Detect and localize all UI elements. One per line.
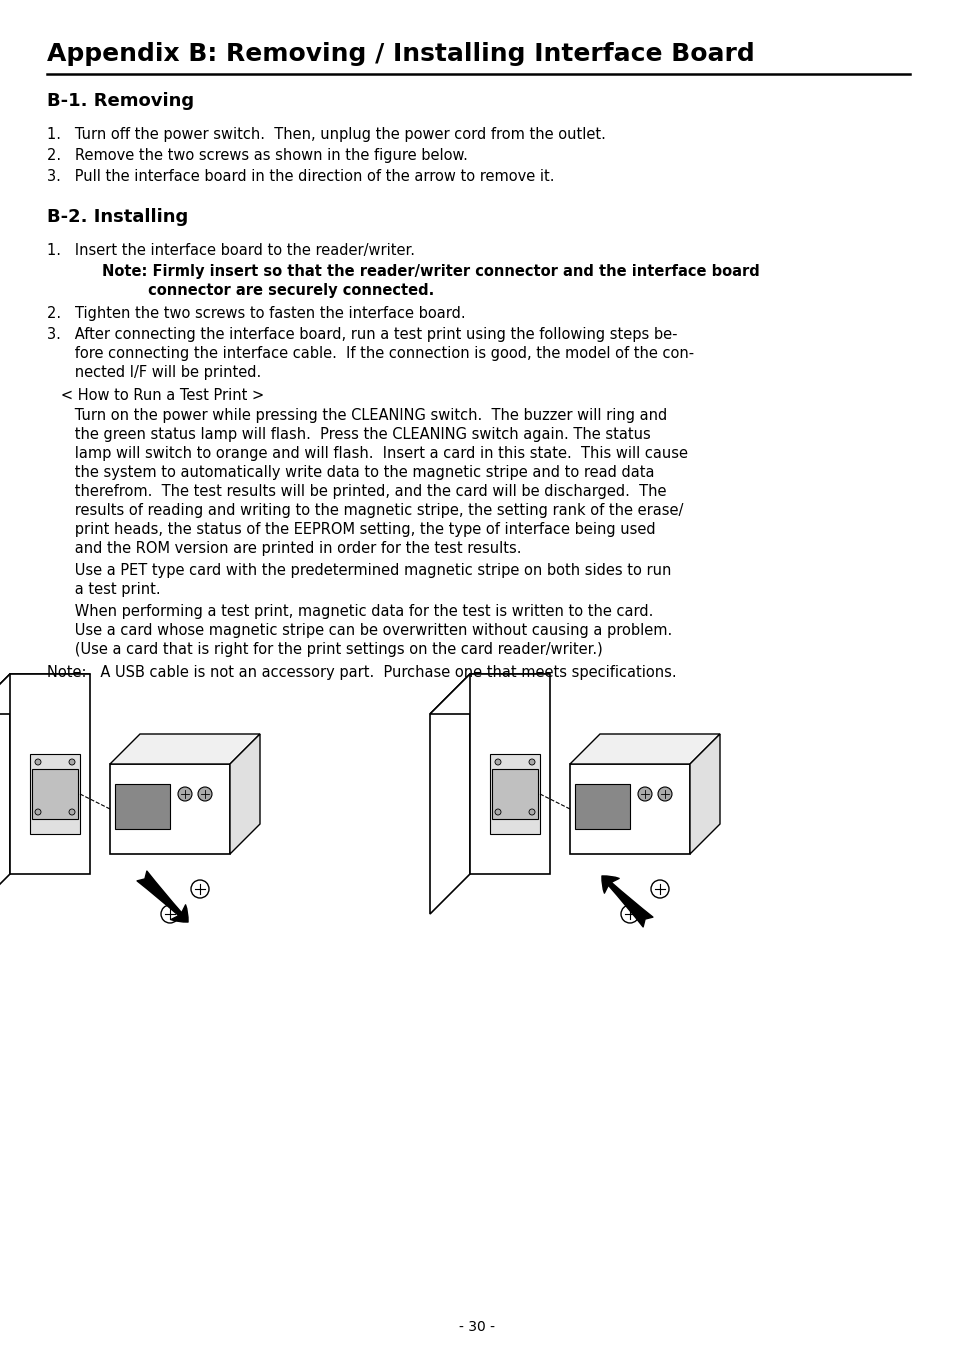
Text: B-1. Removing: B-1. Removing	[47, 92, 193, 110]
Circle shape	[638, 787, 651, 802]
Polygon shape	[115, 784, 170, 829]
Circle shape	[495, 808, 500, 815]
Text: 3.   Pull the interface board in the direction of the arrow to remove it.: 3. Pull the interface board in the direc…	[47, 169, 554, 184]
Text: therefrom.  The test results will be printed, and the card will be discharged.  : therefrom. The test results will be prin…	[47, 483, 666, 500]
Text: the system to automatically write data to the magnetic stripe and to read data: the system to automatically write data t…	[47, 464, 654, 481]
Text: Note: Firmly insert so that the reader/writer connector and the interface board: Note: Firmly insert so that the reader/w…	[102, 264, 759, 279]
Polygon shape	[0, 674, 10, 914]
Circle shape	[35, 808, 41, 815]
Polygon shape	[10, 674, 90, 873]
Text: and the ROM version are printed in order for the test results.: and the ROM version are printed in order…	[47, 542, 521, 556]
Circle shape	[620, 904, 639, 923]
Text: results of reading and writing to the magnetic stripe, the setting rank of the e: results of reading and writing to the ma…	[47, 502, 682, 519]
Polygon shape	[569, 734, 720, 764]
Polygon shape	[490, 754, 539, 834]
Text: - 30 -: - 30 -	[458, 1320, 495, 1334]
Polygon shape	[0, 674, 90, 714]
Text: fore connecting the interface cable.  If the connection is good, the model of th: fore connecting the interface cable. If …	[47, 347, 694, 362]
Text: Use a card whose magnetic stripe can be overwritten without causing a problem.: Use a card whose magnetic stripe can be …	[47, 623, 672, 638]
Polygon shape	[30, 754, 80, 834]
Text: < How to Run a Test Print >: < How to Run a Test Print >	[47, 389, 264, 403]
Circle shape	[650, 880, 668, 898]
Polygon shape	[569, 764, 689, 854]
Text: 2.   Remove the two screws as shown in the figure below.: 2. Remove the two screws as shown in the…	[47, 148, 467, 162]
Polygon shape	[492, 769, 537, 819]
Text: 3.   After connecting the interface board, run a test print using the following : 3. After connecting the interface board,…	[47, 328, 677, 343]
Text: a test print.: a test print.	[47, 582, 160, 597]
Polygon shape	[230, 734, 260, 854]
Text: Turn on the power while pressing the CLEANING switch.  The buzzer will ring and: Turn on the power while pressing the CLE…	[47, 408, 666, 422]
Text: lamp will switch to orange and will flash.  Insert a card in this state.  This w: lamp will switch to orange and will flas…	[47, 445, 687, 460]
Polygon shape	[32, 769, 78, 819]
Circle shape	[191, 880, 209, 898]
Polygon shape	[470, 674, 550, 873]
Text: 2.   Tighten the two screws to fasten the interface board.: 2. Tighten the two screws to fasten the …	[47, 306, 465, 321]
Circle shape	[658, 787, 671, 802]
Circle shape	[69, 760, 75, 765]
Polygon shape	[110, 764, 230, 854]
Polygon shape	[430, 674, 550, 714]
Text: Use a PET type card with the predetermined magnetic stripe on both sides to run: Use a PET type card with the predetermin…	[47, 563, 671, 578]
Text: Note:   A USB cable is not an accessory part.  Purchase one that meets specifica: Note: A USB cable is not an accessory pa…	[47, 665, 676, 680]
Text: nected I/F will be printed.: nected I/F will be printed.	[47, 366, 261, 380]
Text: Appendix B: Removing / Installing Interface Board: Appendix B: Removing / Installing Interf…	[47, 42, 754, 66]
Circle shape	[529, 760, 535, 765]
Polygon shape	[110, 734, 260, 764]
Circle shape	[69, 808, 75, 815]
Circle shape	[35, 760, 41, 765]
Text: When performing a test print, magnetic data for the test is written to the card.: When performing a test print, magnetic d…	[47, 604, 653, 619]
Circle shape	[495, 760, 500, 765]
Polygon shape	[430, 674, 470, 914]
Text: 1.   Insert the interface board to the reader/writer.: 1. Insert the interface board to the rea…	[47, 242, 415, 259]
Circle shape	[198, 787, 212, 802]
Circle shape	[161, 904, 179, 923]
Polygon shape	[689, 734, 720, 854]
Text: print heads, the status of the EEPROM setting, the type of interface being used: print heads, the status of the EEPROM se…	[47, 523, 655, 538]
Text: 1.   Turn off the power switch.  Then, unplug the power cord from the outlet.: 1. Turn off the power switch. Then, unpl…	[47, 127, 605, 142]
Circle shape	[529, 808, 535, 815]
Circle shape	[178, 787, 192, 802]
Text: connector are securely connected.: connector are securely connected.	[102, 283, 434, 298]
Text: B-2. Installing: B-2. Installing	[47, 209, 188, 226]
Polygon shape	[575, 784, 629, 829]
Text: (Use a card that is right for the print settings on the card reader/writer.): (Use a card that is right for the print …	[47, 642, 602, 657]
Text: the green status lamp will flash.  Press the CLEANING switch again. The status: the green status lamp will flash. Press …	[47, 427, 650, 441]
